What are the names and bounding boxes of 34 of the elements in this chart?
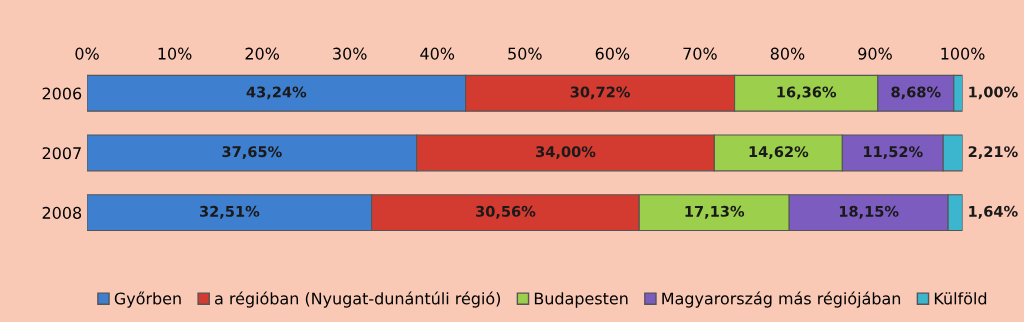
data-label: 34,00% <box>536 146 596 160</box>
legend-label: Győrben <box>114 291 181 308</box>
y-tick-label: 2007 <box>42 147 81 160</box>
data-label: 43,24% <box>246 86 307 100</box>
legend-label: Külföld <box>934 292 987 305</box>
data-label: 32,51% <box>199 205 260 219</box>
data-label: 16,36% <box>777 86 837 100</box>
data-label: 14,62% <box>749 146 809 160</box>
data-label: 18,15% <box>839 205 899 219</box>
x-tick-label: 80% <box>770 47 805 60</box>
x-tick-label: 50% <box>508 47 542 60</box>
x-tick-label: 90% <box>858 47 892 60</box>
data-label: 30,72% <box>570 86 630 100</box>
data-label: 11,52% <box>864 146 923 160</box>
legend-label: Magyarország más régiójában <box>662 291 901 308</box>
x-tick-label: 30% <box>333 47 367 60</box>
x-tick-label: 60% <box>595 47 630 60</box>
data-label: 17,13% <box>685 205 745 219</box>
data-label: 2,21% <box>968 146 1018 160</box>
x-tick-label: 10% <box>158 47 192 60</box>
data-label: 30,56% <box>476 205 536 219</box>
x-tick-label: 40% <box>420 47 455 60</box>
legend-label: Budapesten <box>534 292 628 308</box>
data-label: 37,65% <box>222 146 282 160</box>
legend-label: a régióban (Nyugat-dunántúli régió) <box>215 291 501 308</box>
x-tick-label: 70% <box>683 47 717 60</box>
y-tick-label: 2006 <box>42 87 82 100</box>
data-label: 8,68% <box>891 86 941 100</box>
data-label: 1,00% <box>969 86 1018 100</box>
x-tick-label: 100% <box>941 47 985 60</box>
x-tick-label: 20% <box>245 47 280 60</box>
y-tick-label: 2008 <box>42 206 82 219</box>
data-label: 1,64% <box>969 205 1018 219</box>
x-tick-label: 0% <box>75 47 99 60</box>
